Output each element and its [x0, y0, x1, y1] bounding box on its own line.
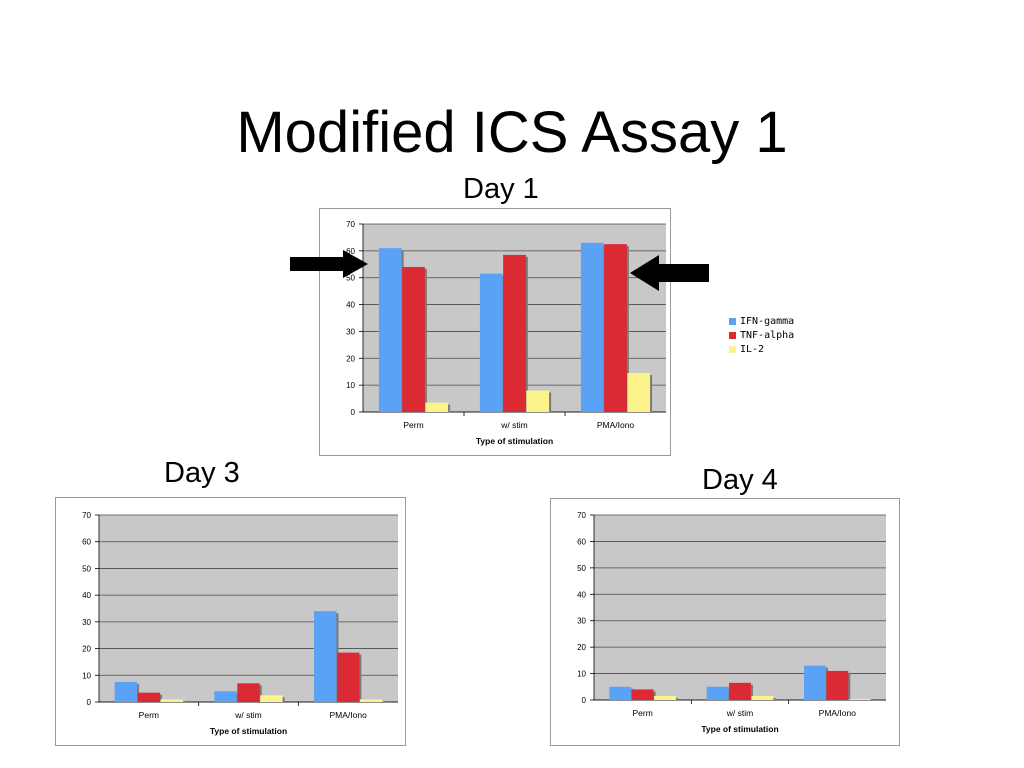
day1-label: Day 1 [463, 173, 539, 205]
legend-label-il-2: IL-2 [740, 343, 765, 355]
day1-chart: 0 10 20 30 40 50 60 70 Perm w/ stim PMA/Iono Type o… [346, 220, 666, 446]
y-tick-label: 50 [577, 564, 586, 573]
y-tick-label: 0 [87, 698, 92, 707]
bar [503, 254, 526, 412]
day4-chart-frame: 0 10 20 30 40 50 60 70 Perm w/ stim PMA/Iono Type o… [550, 498, 900, 746]
bar [826, 670, 849, 700]
day4-chart: 0 10 20 30 40 50 60 70 Perm w/ stim PMA/Iono Type o… [577, 511, 886, 734]
bar [729, 682, 751, 700]
bar [580, 242, 604, 412]
y-tick-label: 20 [82, 645, 91, 654]
bar [706, 686, 729, 700]
legend-swatch-il-2 [729, 345, 736, 353]
legend-label-tnf-alpha: TNF-alpha [740, 329, 795, 341]
legend-item-ifn-gamma: IFN-gamma [729, 314, 794, 328]
legend-item-il-2: IL-2 [729, 342, 794, 356]
slide-title: Modified ICS Assay 1 [236, 100, 788, 165]
bar [609, 686, 632, 700]
y-tick-label: 50 [82, 564, 91, 573]
y-tick-label: 40 [346, 301, 355, 310]
bar [848, 699, 871, 700]
y-tick-label: 10 [82, 671, 91, 680]
y-tick-label: 30 [346, 327, 355, 336]
y-tick-label: 70 [82, 511, 91, 520]
x-tick-label: PMA/Iono [819, 708, 857, 718]
legend-swatch-tnf-alpha [729, 331, 736, 339]
x-tick-label: w/ stim [500, 420, 527, 430]
bar [425, 402, 449, 412]
bar [114, 681, 138, 702]
bar [402, 266, 425, 412]
y-tick-label: 70 [577, 511, 586, 520]
day1-chart-frame: 0 10 20 30 40 50 60 70 Perm w/ stim PMA/Iono Type o… [319, 208, 671, 456]
bar [627, 373, 651, 412]
y-tick-label: 50 [346, 274, 355, 283]
plot-area [594, 515, 886, 700]
x-tick-label: PMA/Iono [597, 420, 635, 430]
y-tick-label: 30 [82, 618, 91, 627]
x-tick-label: w/ stim [726, 708, 753, 718]
y-tick-label: 20 [346, 354, 355, 363]
right-arrow-icon [290, 250, 368, 278]
y-tick-label: 10 [346, 381, 355, 390]
bar [526, 390, 550, 412]
bar [260, 695, 283, 702]
x-axis-title: Type of stimulation [476, 436, 553, 446]
legend: IFN-gamma TNF-alpha IL-2 [729, 314, 794, 356]
day3-chart-frame: 0 10 20 30 40 50 60 70 Perm w/ stim PMA/Iono Type o… [55, 497, 406, 746]
y-tick-label: 0 [582, 696, 587, 705]
y-tick-label: 20 [577, 643, 586, 652]
bar [803, 665, 826, 700]
x-tick-label: w/ stim [234, 710, 261, 720]
bar [604, 244, 627, 412]
day4-label: Day 4 [702, 464, 778, 496]
bar [359, 699, 383, 702]
bar [314, 611, 337, 702]
bar [237, 683, 260, 702]
y-tick-label: 70 [346, 220, 355, 229]
y-tick-label: 60 [577, 537, 586, 546]
y-tick-label: 60 [82, 538, 91, 547]
bar [378, 248, 402, 412]
day3-label: Day 3 [164, 457, 240, 489]
y-tick-label: 10 [577, 670, 586, 679]
bar [214, 691, 237, 702]
bar [751, 696, 774, 700]
x-tick-label: Perm [139, 710, 159, 720]
y-tick-label: 40 [82, 591, 91, 600]
x-tick-label: Perm [403, 420, 423, 430]
x-axis-title: Type of stimulation [210, 726, 287, 736]
bar [336, 652, 360, 702]
day3-chart: 0 10 20 30 40 50 60 70 Perm w/ stim PMA/Iono Type o… [82, 511, 398, 736]
legend-item-tnf-alpha: TNF-alpha [729, 328, 794, 342]
x-tick-label: PMA/Iono [330, 710, 368, 720]
y-tick-label: 40 [577, 590, 586, 599]
y-tick-label: 60 [346, 247, 355, 256]
bar [160, 699, 183, 702]
x-axis-title: Type of stimulation [701, 724, 778, 734]
x-tick-label: Perm [633, 708, 653, 718]
y-tick-label: 0 [351, 408, 356, 417]
legend-label-ifn-gamma: IFN-gamma [740, 315, 795, 327]
legend-swatch-ifn-gamma [729, 317, 736, 325]
bar [631, 689, 654, 700]
bar [654, 696, 677, 700]
left-arrow-icon [630, 255, 709, 291]
y-tick-label: 30 [577, 617, 586, 626]
bar [479, 273, 503, 412]
bar [137, 692, 161, 702]
